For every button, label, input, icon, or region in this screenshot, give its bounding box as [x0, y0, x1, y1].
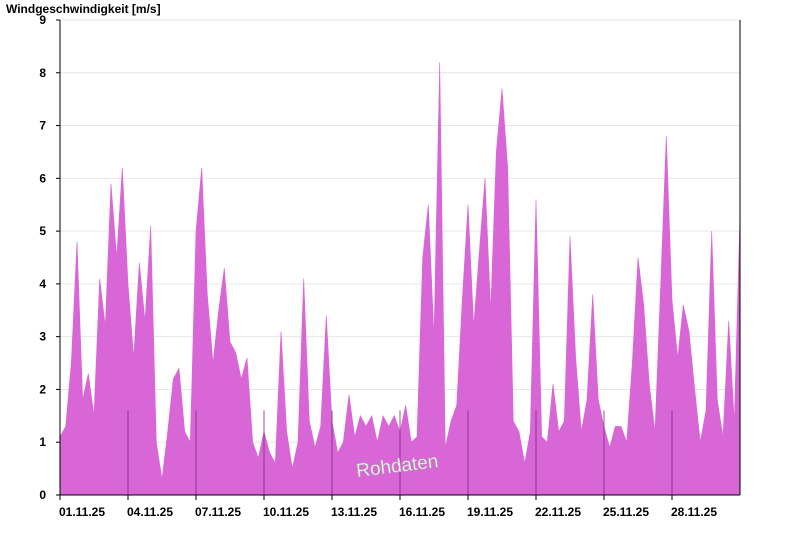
y-tick-label: 8	[39, 66, 46, 80]
x-tick-label: 28.11.25	[671, 505, 717, 519]
x-tick-label: 19.11.25	[467, 505, 513, 519]
x-tick-label: 01.11.25	[59, 505, 105, 519]
wind-speed-area	[59, 62, 741, 496]
y-tick-label: 4	[39, 277, 46, 291]
x-tick-label: 10.11.25	[263, 505, 309, 519]
y-tick-label: 5	[39, 224, 46, 238]
y-axis-label: Windgeschwindigkeit [m/s]	[6, 2, 161, 16]
x-tick-label: 13.11.25	[331, 505, 377, 519]
x-tick-label: 04.11.25	[127, 505, 173, 519]
x-tick-label: 22.11.25	[535, 505, 581, 519]
y-tick-label: 7	[39, 119, 46, 133]
y-tick-label: 3	[39, 330, 46, 344]
y-tick-label: 0	[39, 488, 46, 502]
x-tick-label: 07.11.25	[195, 505, 241, 519]
x-tick-label: 25.11.25	[603, 505, 649, 519]
y-tick-label: 2	[39, 382, 46, 396]
y-tick-label: 6	[39, 171, 46, 185]
y-tick-label: 9	[39, 13, 46, 27]
x-tick-label: 16.11.25	[399, 505, 445, 519]
y-tick-label: 1	[39, 435, 46, 449]
